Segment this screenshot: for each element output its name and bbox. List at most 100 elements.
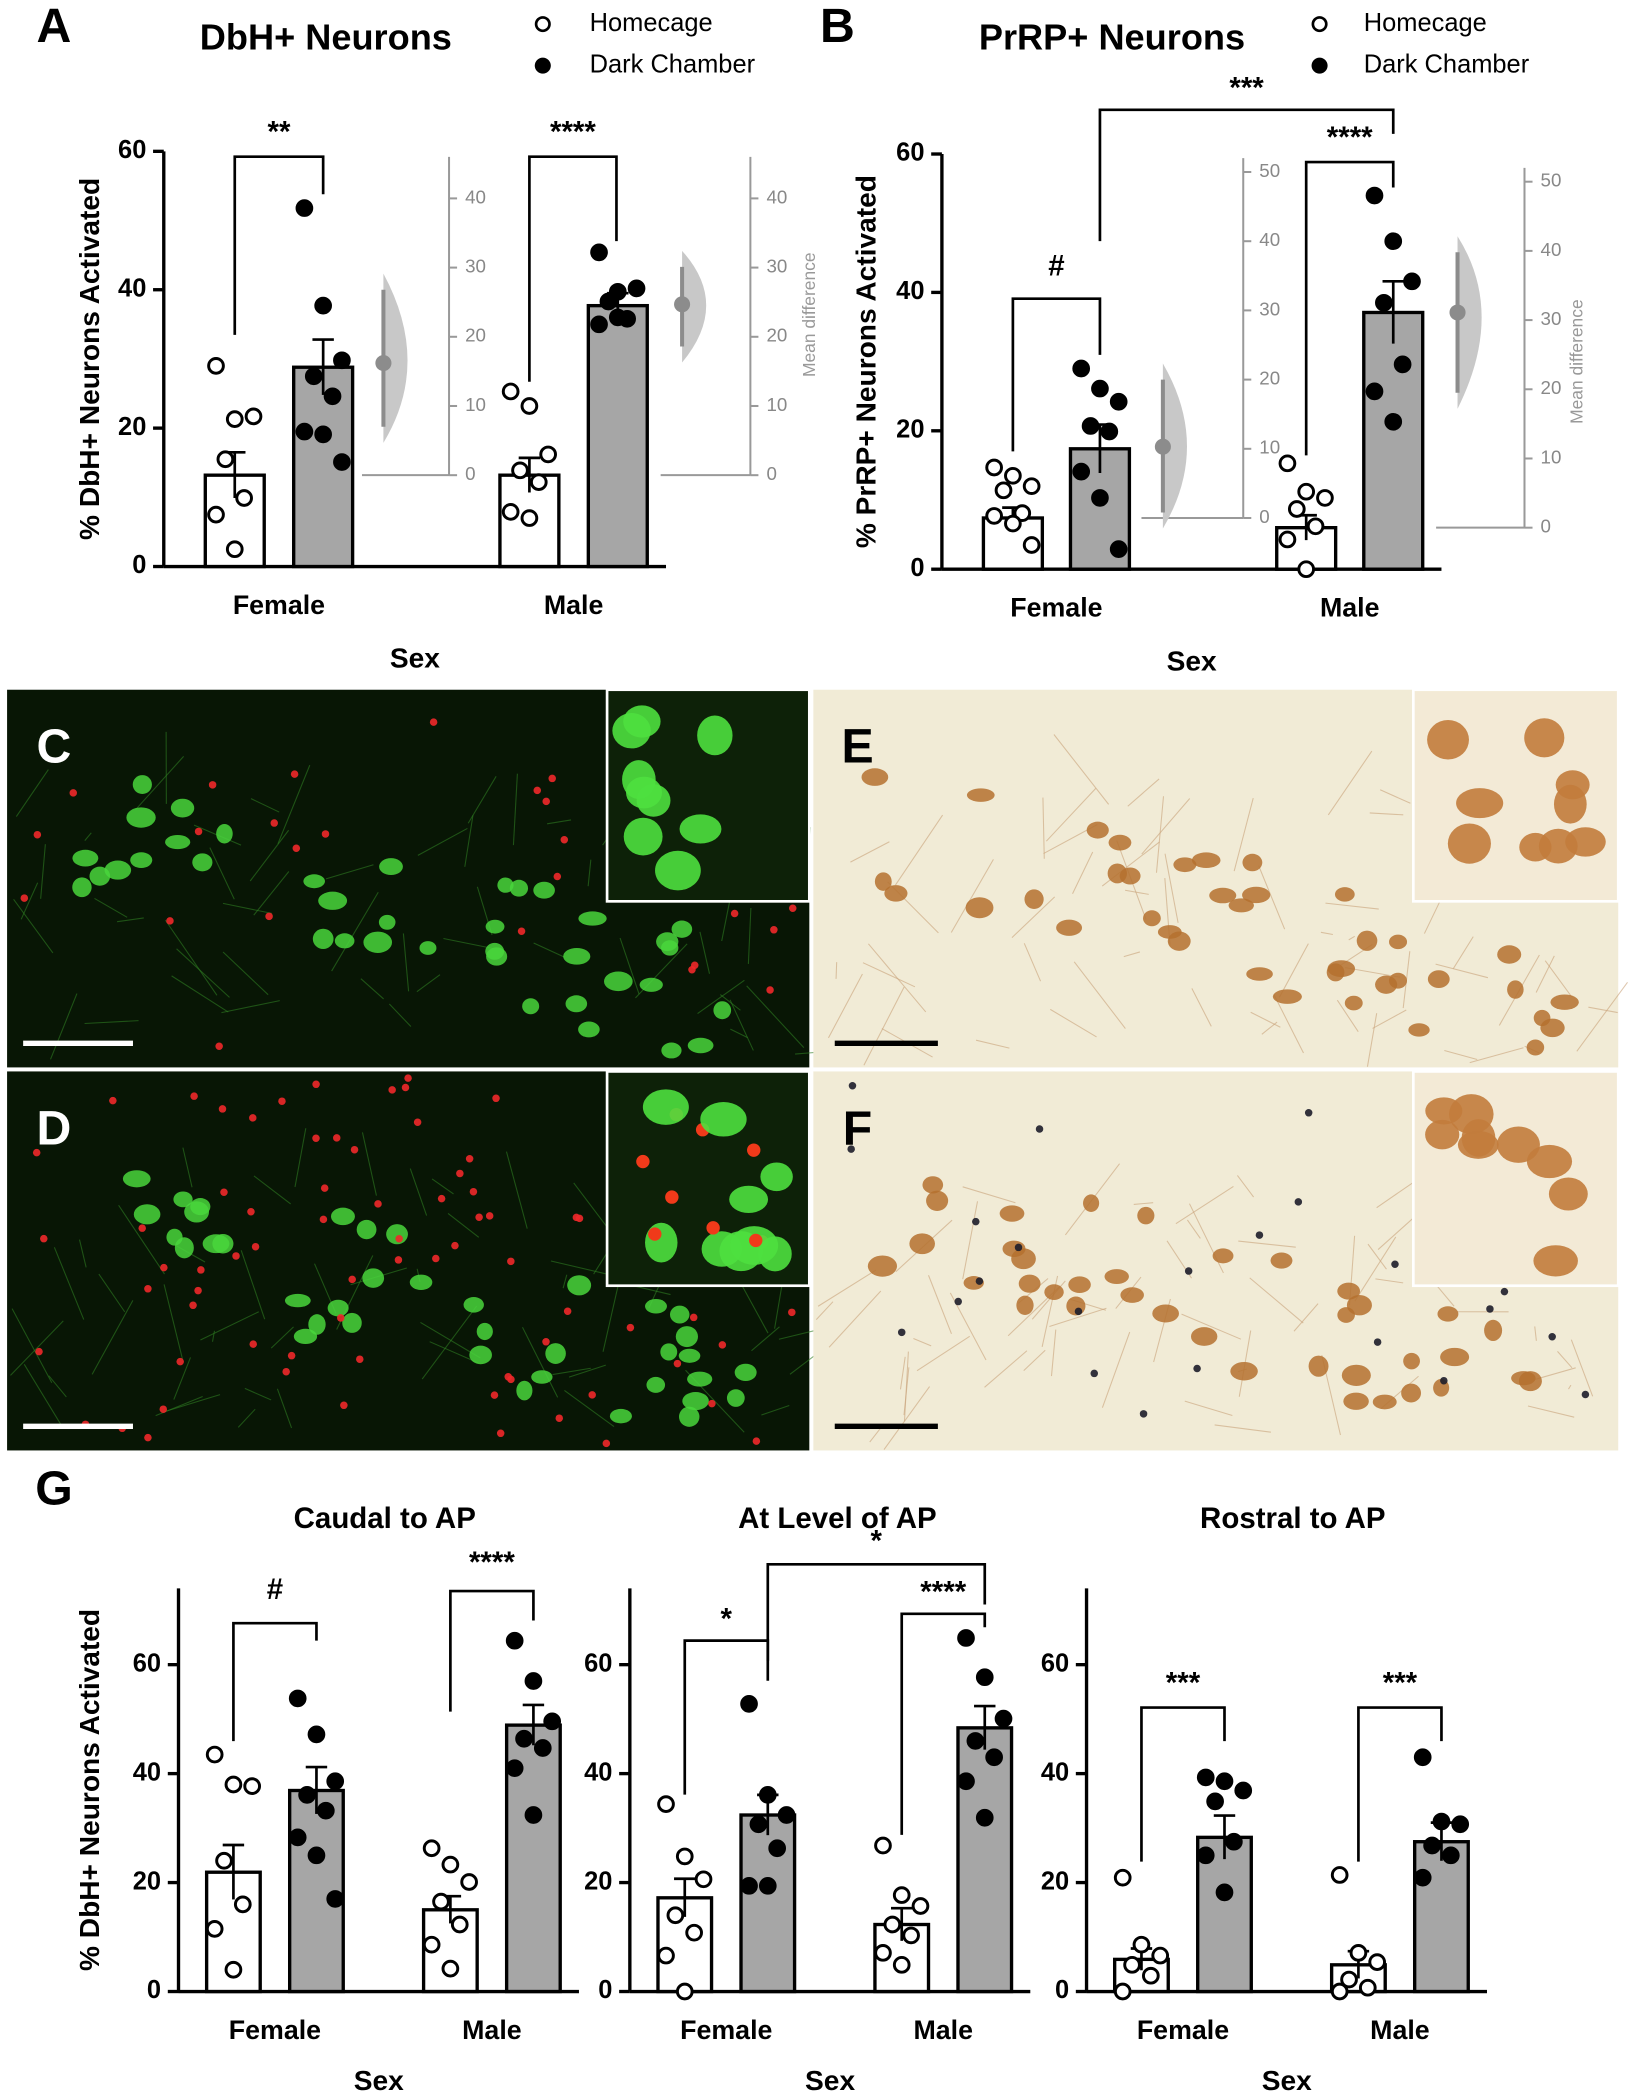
data-point [1022,536,1041,554]
nucleus [220,1188,228,1196]
nucleus [475,1213,483,1221]
fiber [899,1356,906,1390]
cell [1246,967,1273,981]
fiber [360,978,384,1000]
fiber [447,1213,480,1238]
y2-tick-label: 20 [1259,368,1280,389]
significance-bracket [1140,1706,1226,1862]
data-point [994,1709,1013,1728]
inset-cell [623,817,663,856]
fiber [325,864,374,880]
cell [1403,1352,1420,1370]
cell [192,853,213,872]
cell [884,885,908,902]
nucleus [374,1200,382,1208]
data-point [314,296,332,315]
data-point [1316,489,1334,507]
y-tick-label: 20 [584,1867,612,1895]
data-point [524,1806,543,1824]
nucleus [575,1214,584,1223]
cell [1550,994,1579,1010]
nucleus [688,965,696,974]
data-point [1072,462,1091,481]
nucleus [159,1405,168,1413]
inset-cell [1548,1177,1588,1211]
mean-difference-dot [1154,438,1171,455]
nucleus [469,1187,478,1196]
cell [1068,1276,1091,1294]
nucleus [356,1355,364,1363]
data-point [225,410,244,428]
cell [409,1274,433,1290]
cell [1137,1206,1155,1225]
cell [1518,1371,1542,1392]
fiber [1127,778,1160,807]
data-point [1375,293,1393,312]
data-point [892,1886,911,1904]
cell [1104,1269,1129,1285]
fiber [222,902,272,914]
fiber [1155,796,1165,873]
cell [1212,1248,1234,1264]
nucleus [20,894,29,902]
cell [1497,945,1522,964]
fiber [221,1000,280,1014]
fiber [163,1284,183,1360]
cell [578,1021,600,1038]
fiber [135,756,185,811]
chart-title: DbH+ Neurons [200,17,452,58]
cell [509,879,529,897]
x-tick-label: Male [913,2015,973,2045]
fiber [546,819,572,825]
fiber [173,1357,191,1400]
inset-cell [1538,828,1578,864]
fiber [1124,889,1149,895]
nucleus [848,1081,857,1090]
data-point [590,315,608,334]
nucleus [337,1314,345,1322]
y-tick-label: 60 [1041,1649,1069,1677]
fiber [984,1350,1028,1388]
cell [646,1376,666,1393]
legend-marker [534,16,551,33]
data-point [1113,1868,1132,1887]
nucleus [32,1148,41,1157]
data-point [985,507,1003,525]
nucleus [332,1134,341,1142]
cell [516,1380,533,1401]
fiber [1336,999,1359,1033]
fiber [828,1290,882,1348]
cell [379,858,403,876]
data-point [501,503,520,521]
nucleus [312,1134,320,1143]
inset-cell [623,705,661,738]
cell [334,933,355,949]
fiber [417,827,468,856]
inset-cell [655,850,701,891]
fiber [1186,1219,1201,1239]
fiber [40,844,46,899]
y-axis-label: % DbH+ Neurons Activated [74,178,105,540]
y-tick-label: 40 [1041,1758,1069,1786]
y-tick-label: 0 [910,554,924,582]
legend-marker [1311,57,1328,74]
legend-label: Homecage [1364,9,1487,37]
inset-cell [1461,1119,1496,1157]
nucleus [320,1184,329,1192]
fiber [815,1301,834,1320]
data-point [1004,466,1022,485]
inset-cell [1425,1097,1463,1125]
data-point [323,387,342,406]
fiber [117,917,144,923]
significance-bracket [683,1639,770,1795]
inset-nucleus [636,1154,650,1169]
cell [1157,925,1182,939]
bar [1412,1840,1470,1994]
cell [1230,1361,1258,1381]
significance-label: **** [469,1546,515,1579]
y2-tick-label: 40 [1259,229,1280,250]
nucleus [766,986,774,994]
cell [1440,1347,1470,1367]
data-point [1091,379,1109,398]
